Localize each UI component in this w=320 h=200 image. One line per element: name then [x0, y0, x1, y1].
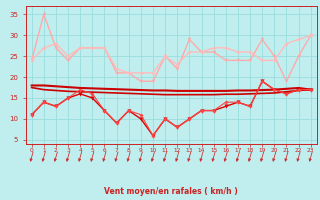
- Text: Vent moyen/en rafales ( km/h ): Vent moyen/en rafales ( km/h ): [104, 187, 238, 196]
